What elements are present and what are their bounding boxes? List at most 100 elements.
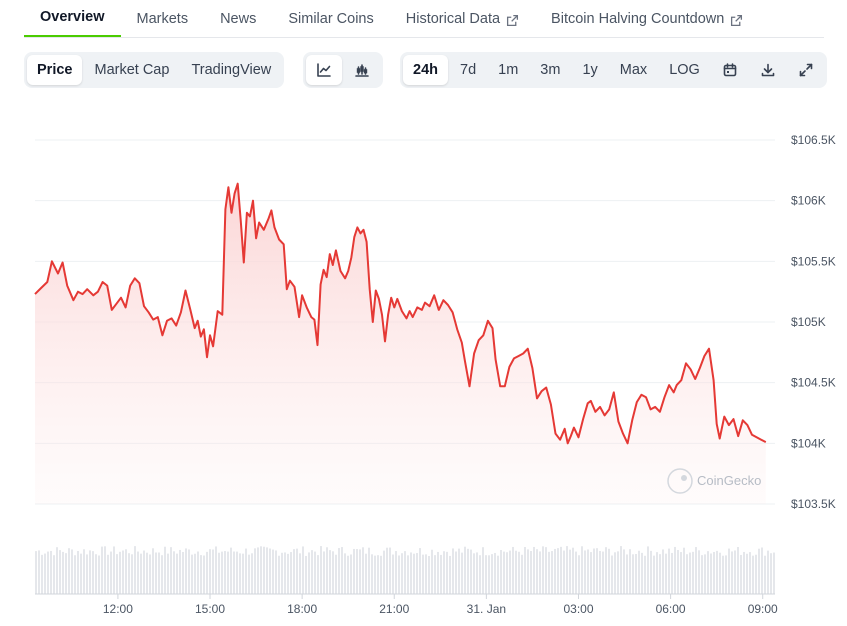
volume-bar <box>692 551 694 594</box>
range-7d-button[interactable]: 7d <box>460 62 477 78</box>
tradingview-view-button[interactable]: TradingView <box>191 62 272 78</box>
x-axis: 12:00 15:00 18:00 21:00 31. Jan 03:00 06:00 09:… <box>35 593 778 616</box>
volume-bar <box>512 546 514 594</box>
volume-bar <box>287 553 289 594</box>
tab-news[interactable]: News <box>204 0 272 37</box>
volume-bar <box>683 547 685 594</box>
volume-bar <box>425 554 427 594</box>
log-scale-button[interactable]: LOG <box>669 62 700 78</box>
volume-bar <box>638 550 640 594</box>
price-view-button[interactable]: Price <box>27 55 83 85</box>
volume-bar <box>773 552 775 594</box>
volume-bar <box>299 553 301 594</box>
tab-bitcoin-halving-label: Bitcoin Halving Countdown <box>551 11 725 27</box>
x-tick-label: 15:00 <box>195 602 225 616</box>
volume-bar <box>197 551 199 594</box>
volume-bar <box>89 550 91 594</box>
volume-bar <box>518 551 520 594</box>
volume-bar <box>479 555 481 594</box>
volume-bar <box>251 553 253 594</box>
view-selector: Price Market Cap TradingView <box>24 52 285 88</box>
volume-bar <box>557 548 559 594</box>
market-cap-view-button[interactable]: Market Cap <box>94 62 170 78</box>
watermark-text: CoinGecko <box>697 473 761 488</box>
volume-bar <box>701 555 703 594</box>
volume-bar <box>674 546 676 594</box>
volume-bar <box>332 551 334 594</box>
fullscreen-button[interactable] <box>788 55 824 85</box>
volume-bar <box>731 551 733 594</box>
volume-bar <box>353 548 355 594</box>
volume-bar <box>698 550 700 594</box>
volume-bar <box>767 550 769 594</box>
volume-bar <box>167 553 169 594</box>
volume-bar <box>650 550 652 594</box>
range-max-button[interactable]: Max <box>619 62 648 78</box>
volume-bar <box>329 550 331 594</box>
volume-bar <box>44 553 46 594</box>
volume-bar <box>764 555 766 594</box>
y-tick-label: $105.5K <box>791 254 836 268</box>
volume-bar <box>497 555 499 594</box>
volume-bar <box>92 551 94 594</box>
volume-bar <box>41 554 43 594</box>
volume-bar <box>338 548 340 594</box>
volume-bar <box>278 555 280 594</box>
date-range-button[interactable] <box>712 55 748 85</box>
volume-bar <box>707 551 709 594</box>
range-1m-button[interactable]: 1m <box>498 62 519 78</box>
volume-bar <box>623 549 625 594</box>
volume-bar <box>632 554 634 594</box>
volume-bar <box>83 549 85 594</box>
tab-similar-coins[interactable]: Similar Coins <box>272 0 389 37</box>
volume-bar <box>722 555 724 594</box>
volume-bar <box>101 546 103 594</box>
volume-bar <box>104 546 106 594</box>
volume-bar <box>305 555 307 594</box>
range-24h-button[interactable]: 24h <box>403 55 448 85</box>
volume-bar <box>434 555 436 594</box>
volume-bar <box>392 554 394 594</box>
volume-bar <box>455 551 457 594</box>
price-chart[interactable]: $106.5K $106K $105.5K $105K $104.5K $104K $103… <box>0 100 847 626</box>
tab-markets[interactable]: Markets <box>121 0 205 37</box>
tab-historical-data[interactable]: Historical Data <box>390 0 535 37</box>
volume-bar <box>689 552 691 594</box>
tab-bitcoin-halving-countdown[interactable]: Bitcoin Halving Countdown <box>535 0 759 37</box>
range-3m-button[interactable]: 3m <box>540 62 561 78</box>
volume-bar <box>437 551 439 594</box>
volume-bar <box>281 552 283 594</box>
volume-bar <box>68 548 70 594</box>
volume-bar <box>500 549 502 594</box>
external-link-icon <box>507 14 519 27</box>
volume-bar <box>575 551 577 594</box>
line-chart-button[interactable] <box>306 55 342 85</box>
range-1y-button[interactable]: 1y <box>582 62 598 78</box>
volume-bar <box>581 546 583 594</box>
volume-bar <box>74 555 76 594</box>
tab-overview[interactable]: Overview <box>24 0 121 37</box>
volume-bar <box>203 555 205 594</box>
volume-bar <box>50 550 52 594</box>
volume-bar <box>554 548 556 594</box>
chart-type-selector <box>303 52 383 88</box>
volume-bar <box>470 549 472 594</box>
volume-bar <box>515 550 517 594</box>
volume-bar <box>695 547 697 594</box>
volume-bar <box>371 554 373 594</box>
volume-bars <box>35 546 775 594</box>
volume-bar <box>173 551 175 594</box>
tab-similar-coins-label: Similar Coins <box>288 11 374 27</box>
candlestick-chart-button[interactable] <box>344 55 380 85</box>
volume-bar <box>608 548 610 594</box>
volume-bar <box>323 551 325 594</box>
volume-bar <box>401 553 403 594</box>
volume-bar <box>551 551 553 594</box>
volume-bar <box>611 555 613 594</box>
volume-bar <box>383 550 385 594</box>
download-button[interactable] <box>750 55 786 85</box>
volume-bar <box>488 555 490 594</box>
volume-bar <box>572 547 574 594</box>
volume-bar <box>407 555 409 594</box>
volume-bar <box>248 554 250 594</box>
